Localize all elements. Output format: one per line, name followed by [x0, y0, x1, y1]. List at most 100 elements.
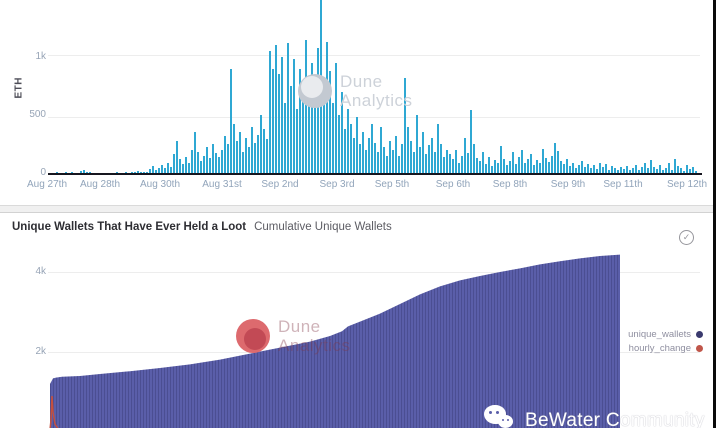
bar — [236, 141, 238, 173]
bar — [422, 132, 424, 173]
bar — [602, 167, 604, 173]
bar — [653, 167, 655, 173]
bar — [506, 165, 508, 173]
bar — [86, 172, 88, 173]
legend-dot-icon — [696, 344, 703, 352]
bar — [587, 164, 589, 173]
bar — [524, 163, 526, 173]
bar — [89, 172, 91, 173]
bar — [323, 89, 325, 173]
bar — [194, 132, 196, 173]
bar — [308, 80, 310, 173]
bar — [533, 165, 535, 173]
legend-item-unique_wallets[interactable]: unique_wallets — [628, 327, 703, 341]
bar — [593, 165, 595, 173]
bewater-watermark-text: BeWater Community — [525, 410, 705, 428]
bar — [461, 156, 463, 173]
check-circle-icon[interactable]: ✓ — [679, 230, 694, 245]
bar — [332, 103, 334, 173]
bar — [242, 152, 244, 173]
gridline-4k — [48, 272, 700, 273]
bar — [269, 51, 271, 173]
bar — [71, 172, 73, 173]
bar — [398, 156, 400, 173]
bar — [425, 154, 427, 173]
bar — [287, 43, 289, 173]
bar — [320, 0, 322, 173]
bar — [284, 103, 286, 173]
bar — [404, 78, 406, 173]
bar — [503, 159, 505, 173]
bar — [623, 169, 625, 173]
bar — [509, 161, 511, 173]
bar — [116, 172, 118, 173]
bar — [632, 168, 634, 173]
bar — [668, 163, 670, 173]
bar — [536, 160, 538, 173]
bar — [314, 98, 316, 173]
bar — [251, 127, 253, 173]
bar — [377, 152, 379, 173]
bar — [185, 157, 187, 173]
bar — [170, 167, 172, 173]
bar — [293, 59, 295, 173]
x-tick-label: Sep 11th — [603, 179, 643, 190]
bar — [443, 157, 445, 173]
bar — [500, 146, 502, 173]
bar — [383, 147, 385, 173]
bar — [413, 152, 415, 173]
bar — [221, 150, 223, 173]
bar — [125, 172, 127, 173]
bar — [518, 157, 520, 173]
bar — [305, 40, 307, 173]
x-tick-label: Aug 30th — [139, 179, 181, 190]
bar — [539, 163, 541, 173]
bar — [446, 150, 448, 173]
bar — [224, 136, 226, 173]
y-tick-label: 0 — [40, 167, 46, 178]
x-tick-label: Aug 28th — [79, 179, 121, 190]
bar — [137, 171, 139, 173]
y-tick-label: 2k — [35, 346, 46, 357]
bar — [683, 171, 685, 173]
bar — [371, 124, 373, 173]
bar — [392, 150, 394, 173]
bar — [134, 172, 136, 173]
y-axis-title: ETH — [13, 77, 25, 99]
bar — [521, 150, 523, 173]
bar — [260, 115, 262, 173]
x-tick-label: Sep 8th — [492, 179, 528, 190]
bar — [218, 157, 220, 173]
bar — [665, 168, 667, 173]
bar — [395, 136, 397, 173]
bar — [227, 144, 229, 173]
card-divider — [0, 205, 716, 213]
y-tick-label: 1k — [35, 51, 46, 62]
bar — [635, 165, 637, 173]
bar — [449, 154, 451, 173]
bar — [65, 172, 67, 173]
bar — [161, 165, 163, 173]
bar — [644, 163, 646, 173]
legend-label: hourly_change — [628, 342, 691, 354]
bar — [263, 129, 265, 173]
y-tick-label: 4k — [35, 266, 46, 277]
bar — [299, 69, 301, 173]
bar — [476, 158, 478, 173]
y-tick-label: 500 — [29, 109, 46, 120]
bar — [662, 170, 664, 173]
bar — [434, 152, 436, 173]
bar — [329, 71, 331, 173]
legend-item-hourly_change[interactable]: hourly_change — [628, 341, 703, 355]
bar — [614, 168, 616, 173]
bar — [467, 153, 469, 173]
chart-subtitle: Cumulative Unique Wallets — [254, 221, 392, 233]
bar — [152, 166, 154, 173]
bar — [563, 164, 565, 173]
hourly-change-line — [49, 395, 59, 428]
bar — [437, 124, 439, 173]
bar — [281, 57, 283, 173]
bar — [272, 69, 274, 173]
bar — [254, 143, 256, 173]
bar — [83, 170, 85, 173]
